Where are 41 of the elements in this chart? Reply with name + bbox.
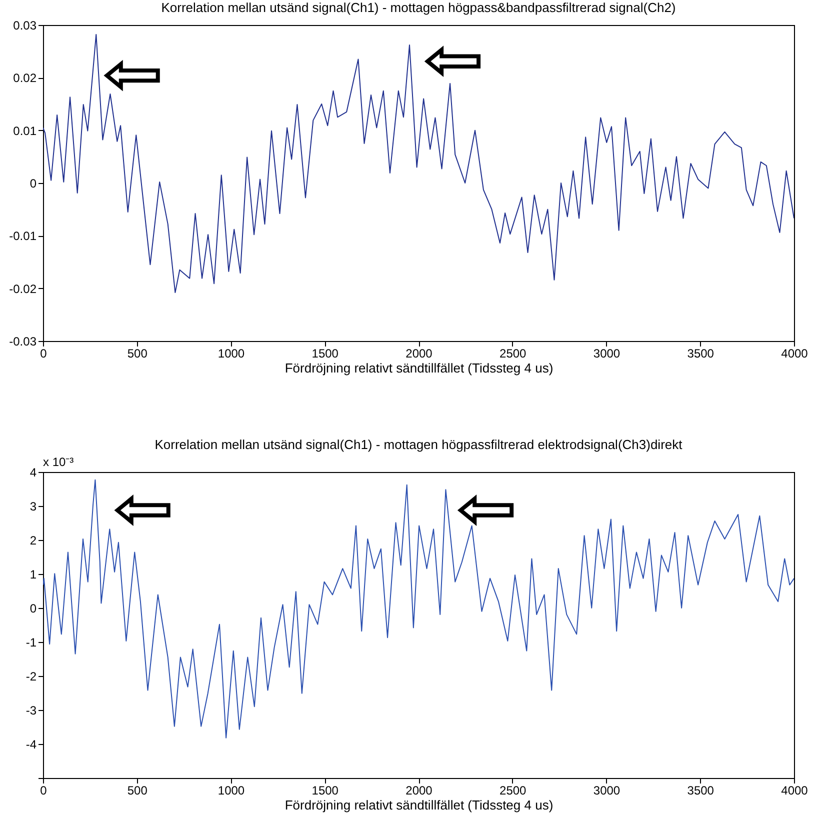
x-axis-title: Fördröjning relativt sändtillfället (Tidssteg 4 us) [284, 798, 554, 812]
y-tick-label: -0.03 [9, 334, 37, 348]
x-tick-label: 3500 [687, 784, 714, 798]
text: x 10⁻³ [43, 455, 74, 469]
line-series [43, 34, 794, 294]
y-tick-label: -0.02 [9, 282, 37, 296]
x-tick-label: 3500 [687, 346, 714, 360]
y-tick-label: -3 [26, 704, 37, 718]
x-tick-label: 500 [127, 784, 148, 798]
y-tick-label: -2 [26, 670, 37, 684]
y-tick-label: 0.01 [13, 124, 37, 138]
y-tick-label: 0.03 [13, 18, 37, 32]
y-tick-label: 1 [30, 568, 37, 582]
chart-title: Korrelation mellan utsänd signal(Ch1) - mottagen högpass&bandpassfiltrerad signal(Ch2) [161, 0, 676, 15]
x-tick-label: 4000 [781, 784, 808, 798]
x-tick-label: 3000 [593, 784, 620, 798]
y-tick-label: 0 [30, 176, 37, 190]
x-tick-label: 3000 [593, 346, 620, 360]
x-tick-label: 500 [127, 346, 148, 360]
x-tick-label: 1000 [218, 784, 245, 798]
y-tick-label: -0.01 [9, 229, 37, 244]
chart-title: Korrelation mellan utsänd signal(Ch1) - mottagen högpassfiltrerad elektrodsignal(Ch3)direkt [154, 437, 683, 452]
x-axis-title: Fördröjning relativt sändtillfället (Tidssteg 4 us) [284, 360, 554, 376]
x-tick-label: 4000 [781, 346, 808, 360]
line-series [43, 479, 794, 738]
x-tick-label: 0 [40, 346, 48, 360]
x-tick-label: 1500 [312, 784, 339, 798]
y-tick-label: 2 [30, 534, 37, 548]
y-tick-label: 4 [30, 466, 37, 480]
x-tick-label: 2500 [500, 784, 527, 798]
y-tick-label: 0 [30, 602, 37, 616]
x-tick-label: 2000 [406, 346, 433, 360]
y-tick-label: 0.02 [13, 71, 37, 86]
x-tick-label: 0 [40, 784, 48, 798]
x-tick-label: 2000 [406, 784, 433, 798]
y-tick-label: 3 [30, 500, 37, 514]
x-tick-label: 1000 [218, 346, 245, 360]
x-tick-label: 1500 [312, 346, 339, 360]
x-tick-label: 2500 [500, 346, 527, 360]
y-tick-label: -1 [26, 636, 37, 650]
y-tick-label: -4 [26, 738, 37, 752]
